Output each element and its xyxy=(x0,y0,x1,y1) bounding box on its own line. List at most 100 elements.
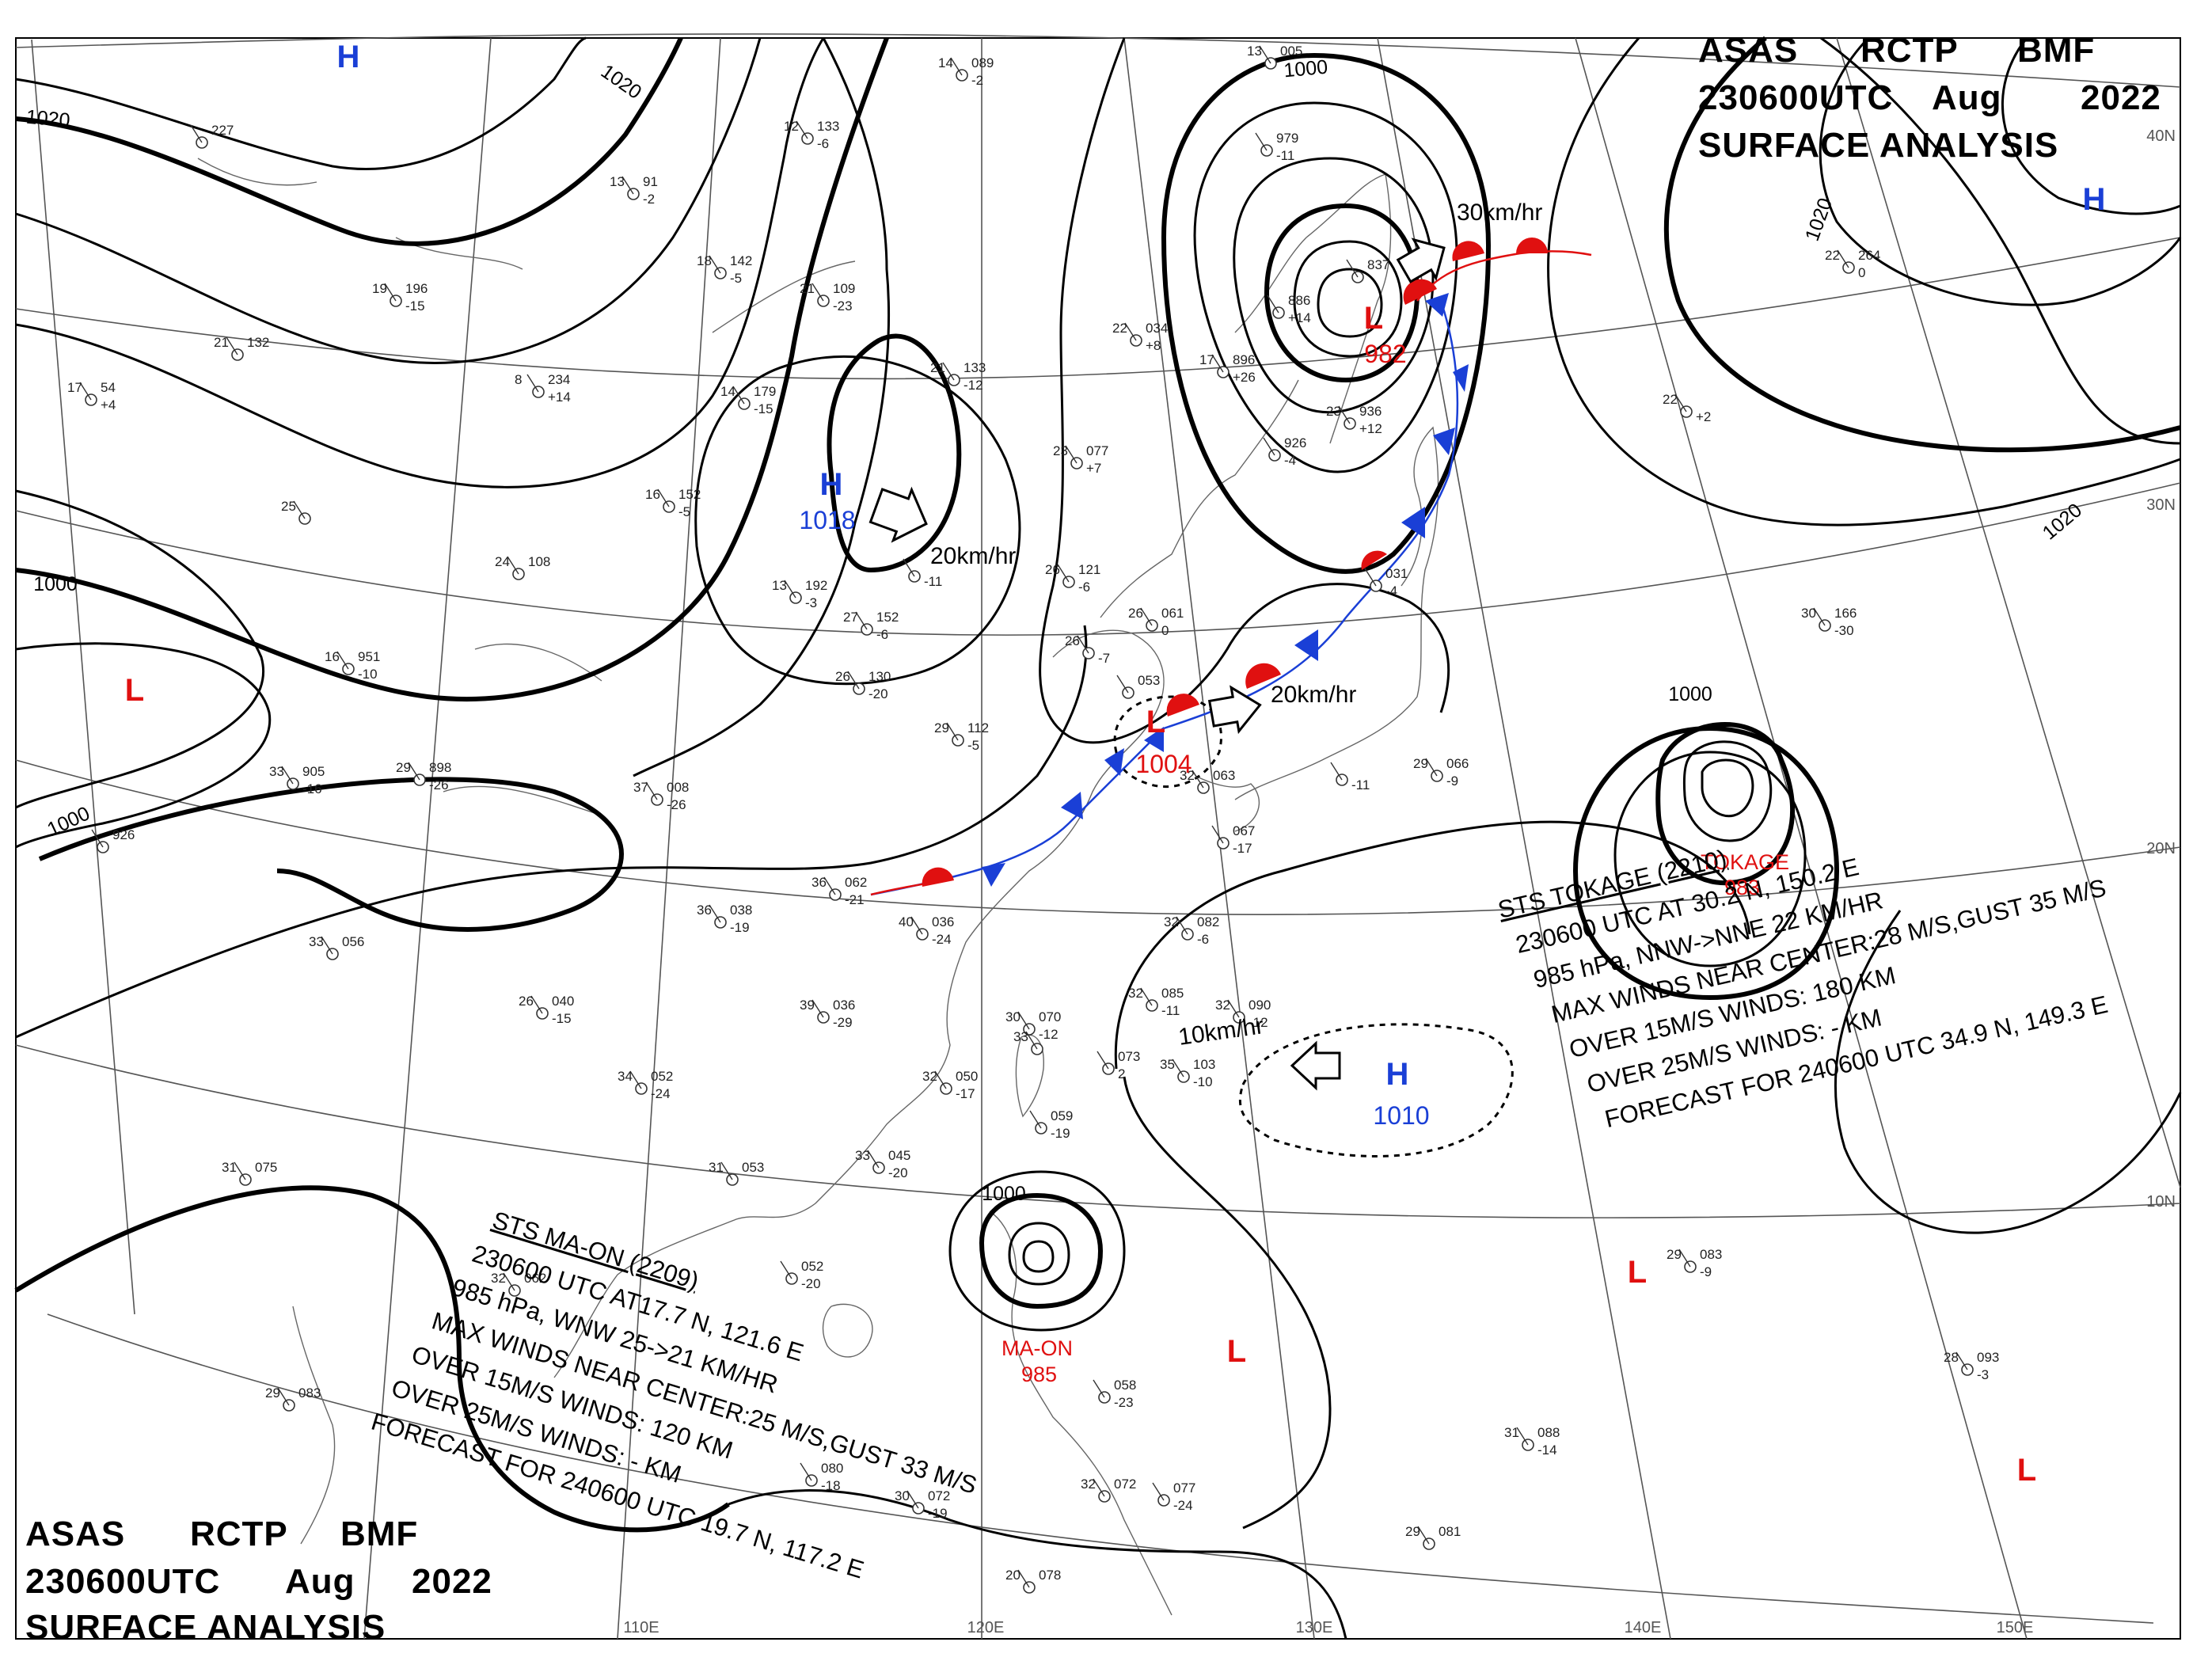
station-pressure: 062 xyxy=(845,875,867,890)
station-pressure: 077 xyxy=(1173,1480,1195,1496)
station-pressure: 080 xyxy=(821,1461,843,1476)
station-temperature: 31 xyxy=(1504,1425,1519,1440)
station-tendency: -5 xyxy=(967,738,979,753)
station-tendency: -12 xyxy=(1039,1027,1058,1042)
station-temperature: 20 xyxy=(1005,1568,1020,1583)
low-pressure-marker: L xyxy=(2017,1453,2036,1488)
storm-name-maon: MA-ON xyxy=(1001,1336,1073,1360)
station-tendency: -9 xyxy=(1700,1264,1712,1279)
station-pressure: 905 xyxy=(302,764,325,779)
station-tendency: -11 xyxy=(1351,777,1370,792)
station-tendency: -20 xyxy=(888,1165,908,1180)
station-temperature: 30 xyxy=(895,1488,910,1503)
high-pressure-marker: H xyxy=(2083,182,2106,217)
station-temperature: 29 xyxy=(934,720,949,735)
station-tendency: -14 xyxy=(1537,1442,1557,1458)
station-temperature: 13 xyxy=(772,578,787,593)
station-temperature: 21 xyxy=(214,335,229,350)
station-tendency: -19 xyxy=(730,920,750,935)
station-tendency: -19 xyxy=(1051,1126,1070,1141)
longitude-label: 130E xyxy=(1296,1619,1333,1636)
longitude-label: 140E xyxy=(1625,1619,1662,1636)
station-pressure: 166 xyxy=(1834,606,1857,621)
latitude-label: 30N xyxy=(2146,496,2176,514)
station-pressure: 108 xyxy=(528,554,550,569)
station-tendency: +4 xyxy=(101,397,116,412)
station-tendency: +12 xyxy=(1359,421,1382,436)
station-temperature: 30 xyxy=(1801,606,1816,621)
station-pressure: 152 xyxy=(678,487,701,502)
station-pressure: 179 xyxy=(754,384,776,399)
header-type: BMF xyxy=(2017,31,2095,70)
station-pressure: 078 xyxy=(1039,1568,1061,1583)
station-tendency: -5 xyxy=(678,504,690,519)
station-pressure: 936 xyxy=(1359,404,1382,419)
storm-pressure-maon: 985 xyxy=(1021,1363,1057,1386)
station-temperature: 17 xyxy=(1199,352,1214,367)
station-pressure: 109 xyxy=(833,281,855,296)
station-temperature: 35 xyxy=(1160,1057,1175,1072)
station-temperature: 29 xyxy=(396,760,411,775)
movement-speed-label: 30km/hr xyxy=(1457,200,1542,226)
station-tendency: -19 xyxy=(928,1506,948,1521)
station-pressure: 063 xyxy=(1213,768,1235,783)
isobar-label: 1000 xyxy=(33,573,78,595)
station-pressure: 227 xyxy=(211,123,234,138)
station-temperature: 29 xyxy=(265,1385,280,1401)
longitude-label: 150E xyxy=(1997,1619,2034,1636)
station-temperature: 32 xyxy=(1081,1477,1096,1492)
station-temperature: 26 xyxy=(1045,562,1060,577)
station-tendency: -10 xyxy=(358,667,378,682)
station-tendency: -24 xyxy=(651,1086,671,1101)
station-pressure: 053 xyxy=(1138,673,1160,688)
station-tendency: -4 xyxy=(1284,453,1296,468)
header-agency: ASAS xyxy=(1698,31,1798,70)
station-pressure: 036 xyxy=(833,998,855,1013)
station-temperature: 32 xyxy=(1215,998,1230,1013)
station-temperature: 29 xyxy=(1405,1524,1420,1539)
station-pressure: 077 xyxy=(1086,443,1108,458)
station-temperature: 24 xyxy=(495,554,510,569)
station-temperature: 22 xyxy=(1112,321,1127,336)
station-tendency: -21 xyxy=(845,892,865,907)
station-pressure: 142 xyxy=(730,253,752,268)
header-title: SURFACE ANALYSIS xyxy=(1698,126,2058,165)
low-pressure-marker: L xyxy=(1364,301,1383,336)
station-tendency: -2 xyxy=(643,192,655,207)
pressure-value: 1018 xyxy=(799,506,855,534)
station-tendency: 0 xyxy=(1161,623,1169,638)
station-temperature: 23 xyxy=(1326,404,1341,419)
station-temperature: 19 xyxy=(372,281,387,296)
station-tendency: -20 xyxy=(801,1276,821,1291)
station-pressure: 926 xyxy=(1284,435,1306,450)
station-temperature: 32 xyxy=(1128,986,1143,1001)
station-tendency: +26 xyxy=(1233,370,1256,385)
station-pressure: 040 xyxy=(552,994,574,1009)
station-pressure: 036 xyxy=(932,914,954,929)
station-tendency: -16 xyxy=(302,781,322,796)
station-tendency: -11 xyxy=(1161,1003,1180,1018)
isobar-label: 1000 xyxy=(1283,56,1328,82)
station-pressure: 089 xyxy=(971,55,994,70)
station-pressure: 075 xyxy=(255,1160,277,1175)
station-tendency: 0 xyxy=(1858,265,1865,280)
station-temperature: 33 xyxy=(309,934,324,949)
station-temperature: 26 xyxy=(1128,606,1143,621)
station-tendency: +8 xyxy=(1146,338,1161,353)
station-pressure: 005 xyxy=(1280,44,1302,59)
header-time: 230600UTC xyxy=(25,1562,220,1601)
station-pressure: 083 xyxy=(298,1385,321,1401)
low-pressure-marker: L xyxy=(125,673,144,708)
station-pressure: 082 xyxy=(1197,914,1219,929)
latitude-label: 10N xyxy=(2146,1193,2176,1211)
station-temperature: 39 xyxy=(800,998,815,1013)
station-temperature: 14 xyxy=(938,55,953,70)
station-tendency: -20 xyxy=(868,686,888,701)
station-temperature: 29 xyxy=(1667,1247,1682,1262)
station-tendency: -10 xyxy=(1193,1074,1213,1089)
station-tendency: -6 xyxy=(1197,932,1209,947)
header-agency: ASAS xyxy=(25,1515,125,1553)
station-pressure: 132 xyxy=(247,335,269,350)
station-temperature: 31 xyxy=(709,1160,724,1175)
station-temperature: 31 xyxy=(222,1160,237,1175)
